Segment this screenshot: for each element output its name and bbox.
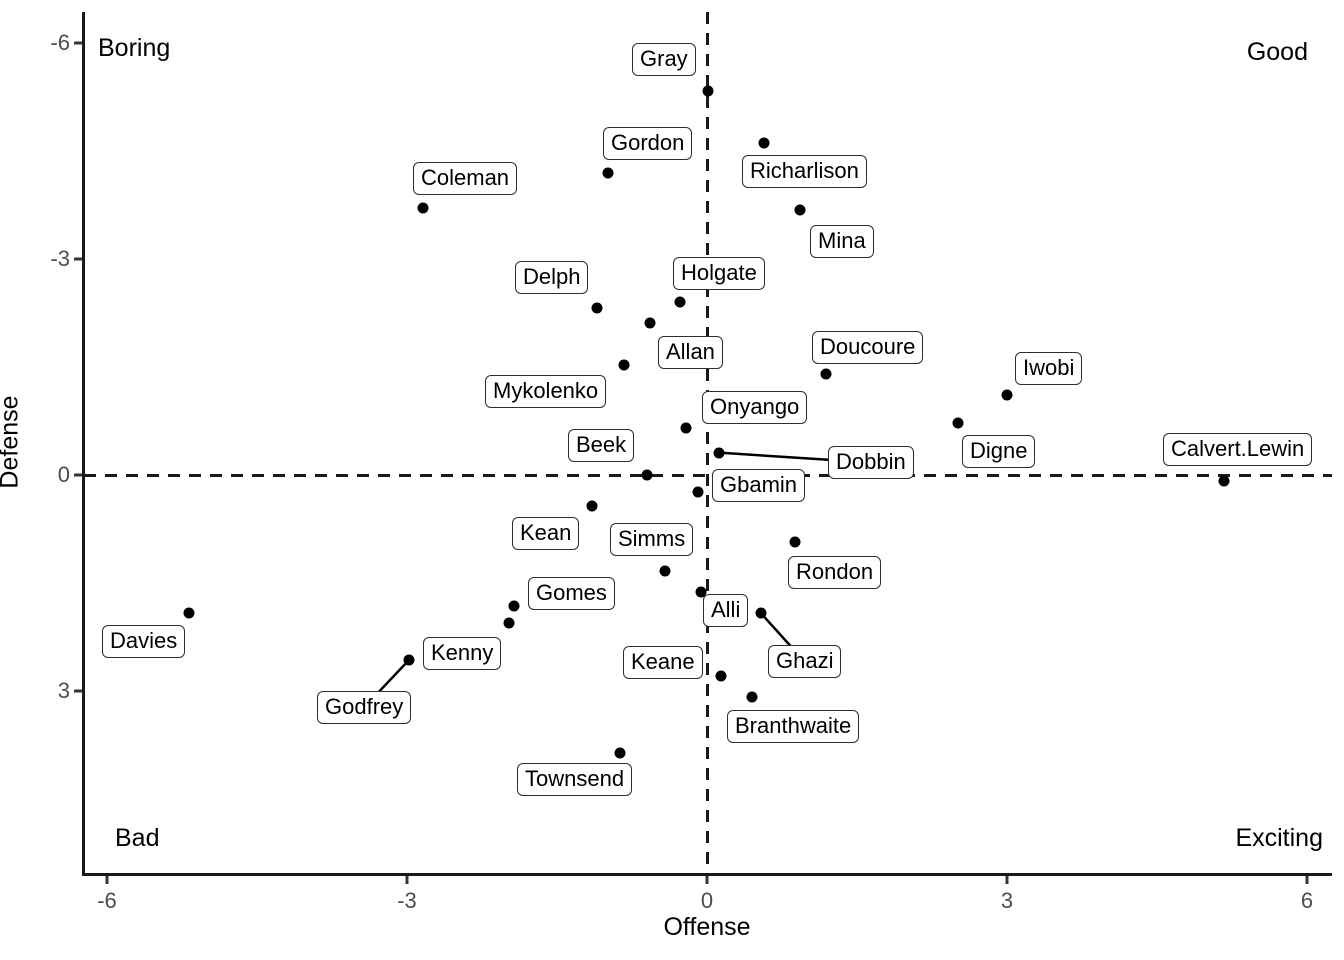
data-point-gray [702,85,714,97]
data-point-iwobi [1001,389,1013,401]
y-axis-tick-label: 3 [57,678,70,703]
point-label-rondon: Rondon [788,556,882,589]
data-point-allan [644,317,656,329]
data-point-coleman [417,202,429,214]
y-axis-title: Defense [0,395,24,489]
x-axis-title: Offense [663,913,751,941]
point-label-delph: Delph [515,261,589,294]
data-point-gbamin [692,486,704,498]
data-point-alli [695,586,707,598]
data-point-gordon [602,167,614,179]
data-point-keane [715,670,727,682]
quadrant-label-exciting: Exciting [1235,824,1323,852]
data-point-richarlison [758,137,770,149]
point-label-dobbin: Dobbin [828,446,914,479]
point-label-mina: Mina [810,225,874,258]
point-label-mykolenko: Mykolenko [485,375,607,408]
data-point-rondon [789,536,801,548]
point-label-coleman: Coleman [413,162,518,195]
x-axis-tick-label: 3 [1000,888,1014,913]
point-label-gordon: Gordon [603,127,693,160]
data-point-kean [586,500,598,512]
x-axis-tick-label: -6 [97,888,117,913]
x-axis-tick [705,876,709,884]
x-axis-tick-label: 6 [1300,888,1314,913]
data-point-dobbin [713,447,725,459]
point-label-onyango: Onyango [702,391,808,424]
x-axis-tick [1305,876,1309,884]
point-label-simms: Simms [610,523,694,556]
data-point-kenny [503,617,515,629]
data-point-onyango [680,422,692,434]
y-axis-tick [74,689,82,693]
data-point-davies [183,607,195,619]
data-point-holgate [674,296,686,308]
vline-zero-dashed [706,12,709,873]
y-axis-tick [74,473,82,477]
point-label-ghazi: Ghazi [768,645,842,678]
point-label-godfrey: Godfrey [317,691,412,724]
point-label-gray: Gray [632,43,696,76]
point-label-gbamin: Gbamin [712,469,806,502]
point-label-calvert-lewin: Calvert.Lewin [1163,433,1313,466]
y-axis-tick [74,257,82,261]
point-label-branthwaite: Branthwaite [727,710,860,743]
data-point-godfrey [403,654,415,666]
x-axis-tick [105,876,109,884]
point-label-iwobi: Iwobi [1015,352,1083,385]
point-label-townsend: Townsend [517,763,633,796]
point-label-holgate: Holgate [673,257,765,290]
point-label-kean: Kean [512,517,580,550]
point-label-keane: Keane [623,646,703,679]
data-point-mina [794,204,806,216]
data-point-mykolenko [618,359,630,371]
x-axis-tick [405,876,409,884]
data-point-simms [659,565,671,577]
y-axis-tick-label: -6 [50,30,70,55]
point-label-doucoure: Doucoure [812,331,924,364]
y-axis-tick-label: 0 [57,462,70,487]
quadrant-label-boring: Boring [98,34,171,62]
point-label-gomes: Gomes [528,577,615,610]
point-label-allan: Allan [658,336,723,369]
y-axis-tick [74,41,82,45]
x-axis-tick-label: -3 [397,888,417,913]
point-label-digne: Digne [962,435,1036,468]
data-point-beek [641,469,653,481]
quadrant-label-good: Good [1246,38,1308,66]
point-label-kenny: Kenny [423,637,502,670]
data-point-calvert-lewin [1218,475,1230,487]
data-point-branthwaite [746,691,758,703]
data-point-doucoure [820,368,832,380]
x-axis-tick [1005,876,1009,884]
data-point-townsend [614,747,626,759]
point-label-beek: Beek [568,429,635,462]
data-point-delph [591,302,603,314]
y-axis-tick-label: -3 [50,246,70,271]
point-label-alli: Alli [703,594,749,627]
y-axis-line [82,12,85,876]
data-point-digne [952,417,964,429]
data-point-ghazi [755,607,767,619]
x-axis-line [82,873,1332,876]
x-axis-tick-label: 0 [700,888,714,913]
quadrant-label-bad: Bad [115,824,160,852]
point-label-richarlison: Richarlison [742,155,867,188]
data-point-gomes [508,600,520,612]
point-label-davies: Davies [102,625,186,658]
